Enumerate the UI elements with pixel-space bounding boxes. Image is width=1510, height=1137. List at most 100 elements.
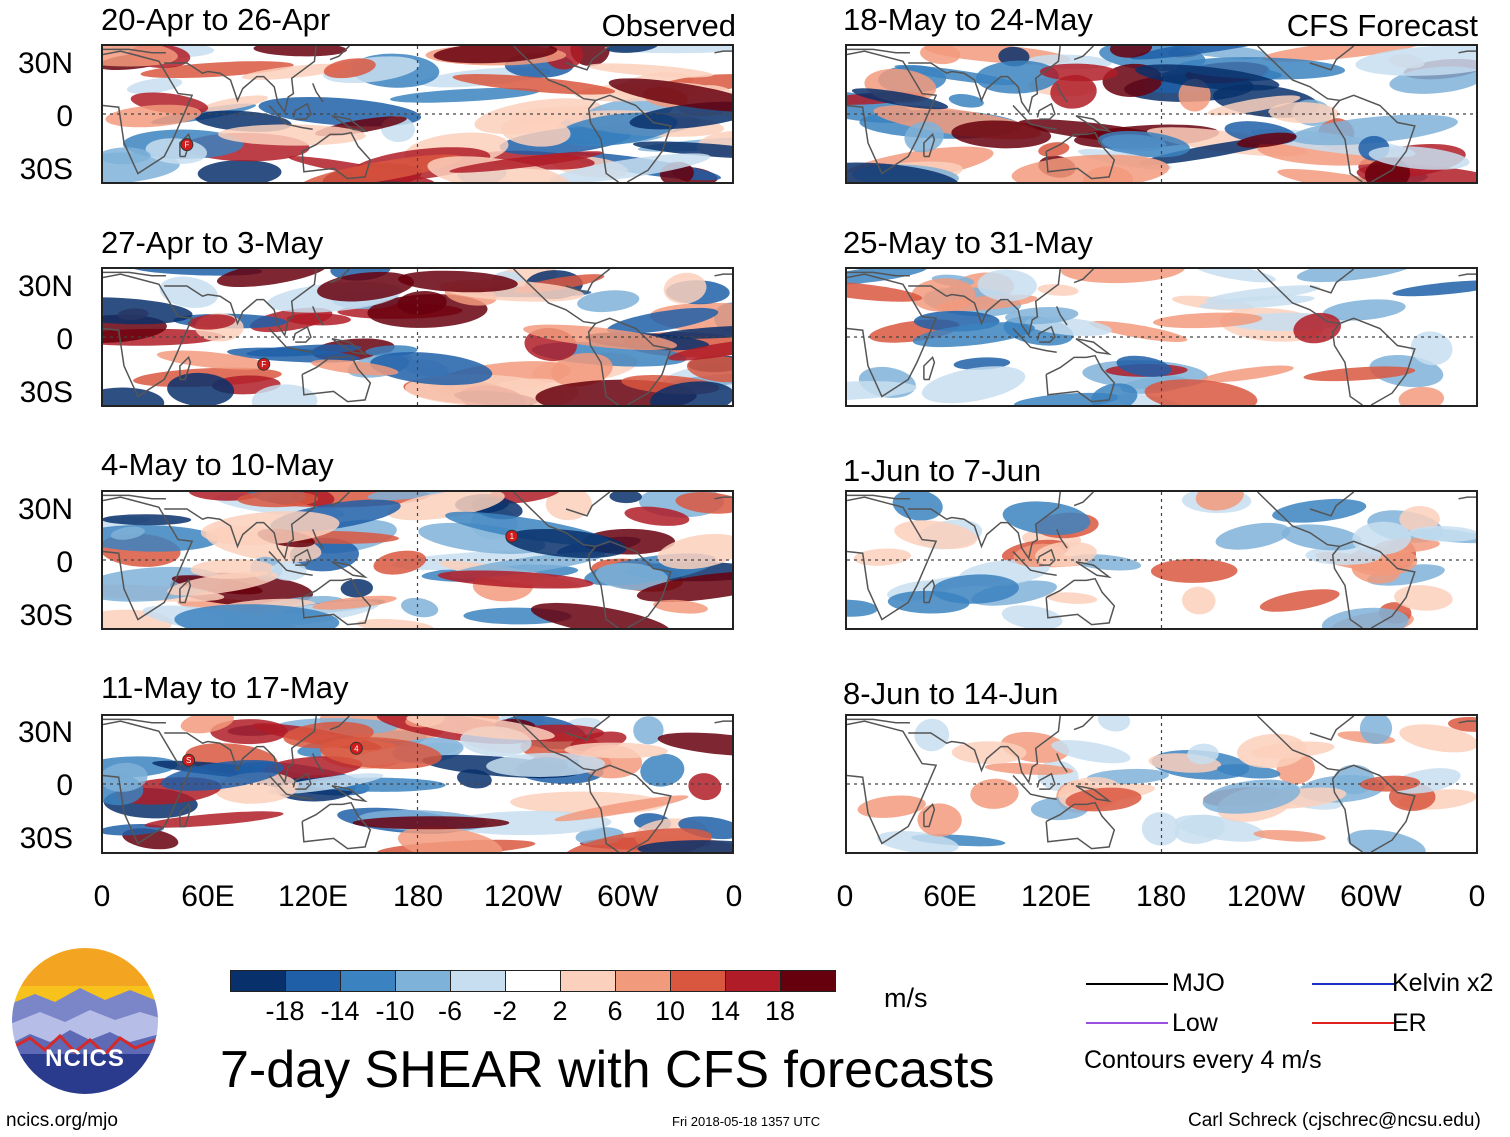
coastline <box>164 716 317 785</box>
shear-anomaly-region <box>167 372 235 405</box>
shear-anomaly-region <box>1204 285 1320 304</box>
shear-anomaly-region <box>554 795 689 822</box>
lon-label: 0 <box>1468 880 1486 913</box>
footer-url[interactable]: ncics.org/mjo <box>6 1110 118 1131</box>
coastline <box>331 337 368 356</box>
shear-anomaly-region <box>356 618 434 628</box>
shear-anomaly-region <box>530 602 671 628</box>
shear-anomaly-region <box>550 153 711 182</box>
shear-anomaly-region <box>1011 154 1170 182</box>
storm-marker: 4 <box>349 741 363 755</box>
storm-marker: F <box>180 138 194 152</box>
coastline <box>923 133 936 158</box>
logo-text: NCICS <box>45 1045 125 1072</box>
shear-anomaly-region <box>1368 146 1470 170</box>
shear-anomaly-region <box>397 270 518 293</box>
panel-title: 20-Apr to 26-Apr <box>101 2 331 37</box>
shear-anomaly-region <box>917 803 962 837</box>
shear-anomaly-region <box>657 325 732 339</box>
coastline <box>329 716 350 731</box>
shear-anomaly-region <box>1268 102 1339 124</box>
shear-anomaly-region <box>948 94 984 108</box>
shear-field <box>847 716 1476 852</box>
lon-label: 180 <box>392 880 444 913</box>
shear-anomaly-region <box>1359 775 1421 792</box>
coastline <box>1012 774 1057 801</box>
shear-anomaly-region <box>437 570 594 589</box>
coastline <box>103 718 166 724</box>
shear-anomaly-region <box>1141 812 1180 846</box>
shear-anomaly-region <box>110 526 145 540</box>
storm-marker-label: F <box>184 141 189 150</box>
coastline <box>595 94 672 182</box>
shear-anomaly-region <box>159 276 218 308</box>
shear-anomaly-region <box>1392 280 1476 297</box>
coastline <box>923 356 936 381</box>
shear-anomaly-region <box>606 46 659 53</box>
shear-anomaly-region <box>1174 814 1225 844</box>
shear-anomaly-region <box>877 830 959 852</box>
shear-anomaly-region <box>595 563 669 591</box>
storm-marker: F <box>257 357 271 371</box>
colorbar-tick-label: -6 <box>437 996 462 1026</box>
lat-label: 30N <box>17 493 73 526</box>
shear-field: 1 <box>103 492 732 628</box>
colorbar-tick-label: 18 <box>764 996 796 1026</box>
panel-title: 18-May to 24-May <box>843 2 1093 37</box>
shear-anomaly-region <box>352 816 510 830</box>
lon-label: 0 <box>836 880 854 913</box>
coastline <box>103 271 166 277</box>
coastline <box>103 50 194 175</box>
coastline <box>301 354 372 403</box>
coastline <box>847 271 910 277</box>
lon-label: 0 <box>725 880 743 913</box>
coastline <box>565 716 611 741</box>
coastline <box>847 48 910 54</box>
shear-anomaly-region <box>501 116 571 147</box>
coastline <box>331 784 368 803</box>
shear-anomaly-region <box>1321 607 1409 628</box>
logo-icon <box>10 946 160 1096</box>
shear-field: F <box>103 269 732 405</box>
map-panel-1: F <box>101 44 734 184</box>
colorbar-units: m/s <box>884 983 928 1013</box>
shear-field: F <box>103 46 732 182</box>
coastline <box>164 46 317 115</box>
coastline <box>268 327 313 354</box>
shear-anomaly-region <box>624 506 690 526</box>
colorbar-segment <box>230 970 286 992</box>
coastline <box>164 492 317 561</box>
lat-label: 30S <box>19 599 73 632</box>
shear-anomaly-region <box>1399 505 1440 533</box>
shear-anomaly-region <box>1144 379 1258 405</box>
coastline <box>329 269 350 284</box>
coastline <box>1045 801 1116 850</box>
coastline <box>595 317 672 405</box>
coastline <box>565 269 611 294</box>
shear-anomaly-region <box>637 840 732 852</box>
shear-anomaly-region <box>1152 312 1263 329</box>
main-title: 7-day SHEAR with CFS forecasts <box>220 1041 995 1099</box>
storm-marker-label: S <box>186 756 191 765</box>
shear-anomaly-region <box>253 46 347 57</box>
legend-line-mjo <box>1086 983 1168 985</box>
shear-anomaly-region <box>857 795 926 818</box>
lat-label: 0 <box>56 769 73 802</box>
coastline <box>513 492 619 628</box>
shear-anomaly-region <box>663 272 707 304</box>
shear-anomaly-region <box>1195 492 1244 511</box>
shear-anomaly-region <box>174 604 340 628</box>
ncics-logo[interactable] <box>10 946 160 1101</box>
lon-label: 60E <box>923 880 977 913</box>
legend-line-er <box>1312 1022 1394 1024</box>
shear-anomaly-region <box>505 528 627 559</box>
shear-anomaly-region <box>892 492 943 521</box>
coastline <box>908 269 1061 338</box>
coastline <box>1056 529 1068 549</box>
coastline <box>179 133 192 158</box>
shear-anomaly-region <box>847 281 923 302</box>
shear-anomaly-region <box>1399 724 1476 753</box>
colorbar-segment <box>615 970 671 992</box>
shear-anomaly-region <box>452 74 616 95</box>
